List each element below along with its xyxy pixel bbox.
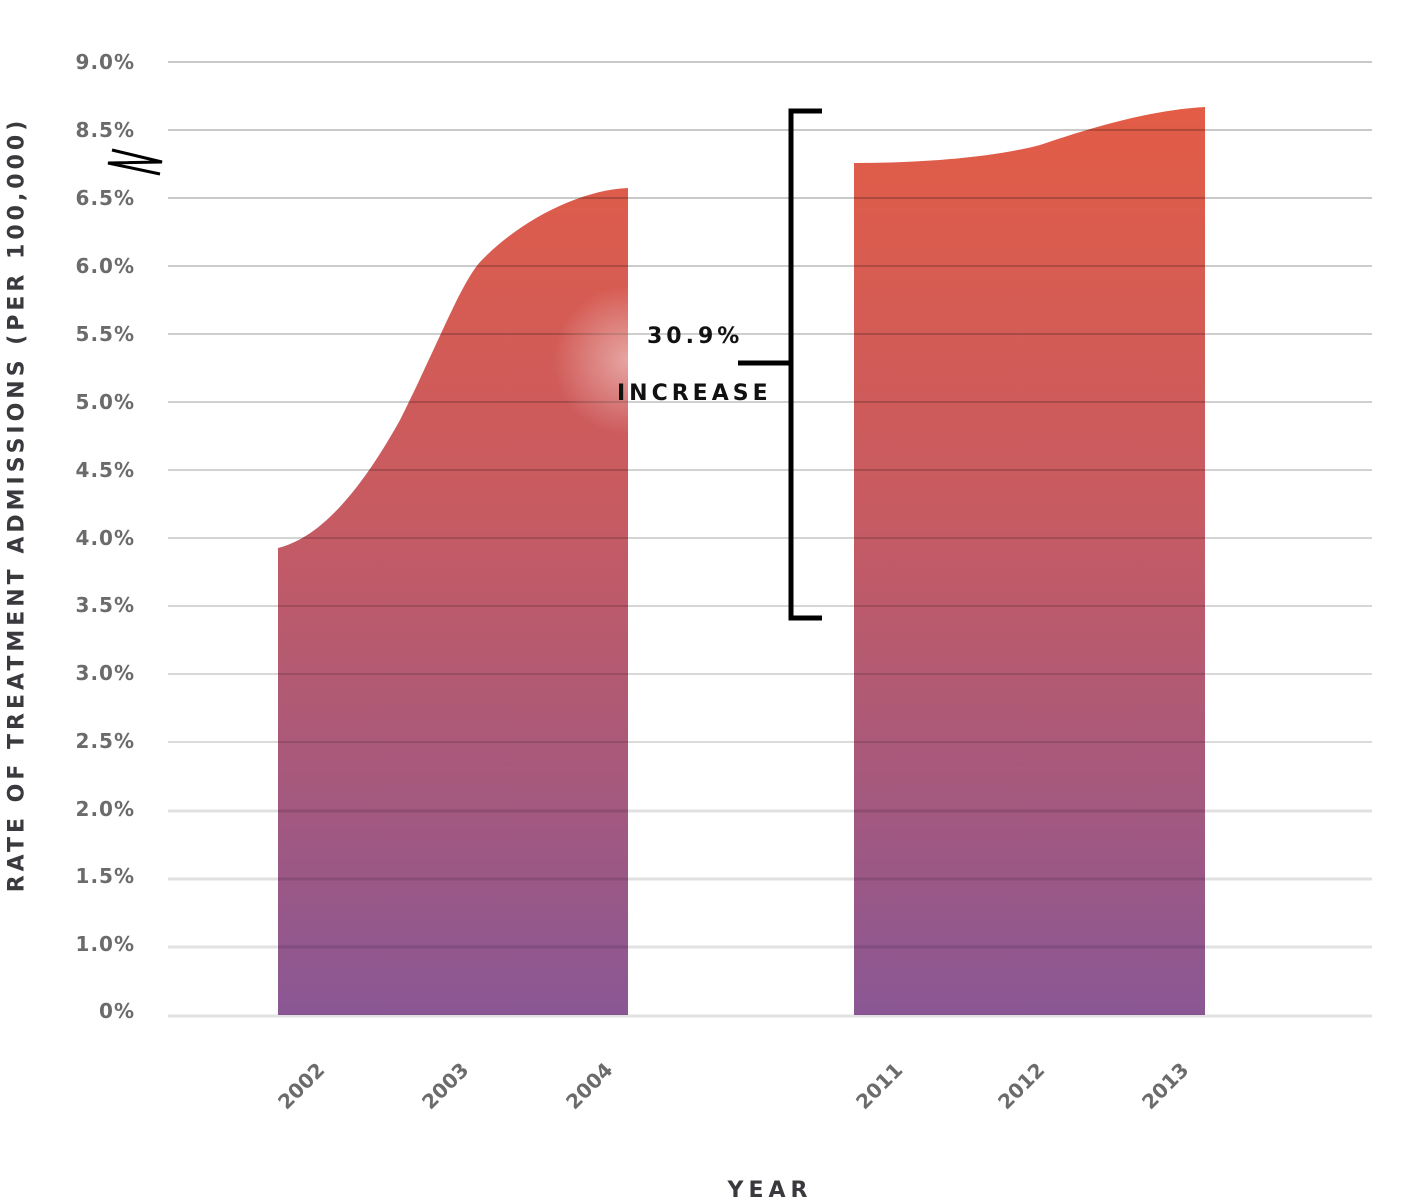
increase-bracket: [738, 108, 822, 621]
y-tick: 6.5%: [75, 186, 135, 210]
y-tick: 4.0%: [75, 526, 135, 550]
y-tick: 3.0%: [75, 661, 135, 685]
increase-label: INCREASE: [617, 381, 772, 406]
y-tick: 6.0%: [75, 254, 135, 278]
y-tick: 5.5%: [75, 322, 135, 346]
y-tick: 2.0%: [75, 797, 135, 821]
y-tick: 4.5%: [75, 458, 135, 482]
y-axis-title: RATE OF TREATMENT ADMISSIONS (PER 100,00…: [4, 116, 30, 893]
y-tick: 0%: [99, 999, 135, 1023]
highlight-glow: [540, 270, 628, 460]
y-tick: 2.5%: [75, 729, 135, 753]
y-tick: 5.0%: [75, 390, 135, 414]
y-tick: 8.5%: [75, 118, 135, 142]
axis-break-icon: [107, 148, 163, 176]
y-tick: 1.0%: [75, 932, 135, 956]
y-tick: 1.5%: [75, 864, 135, 888]
y-tick: 9.0%: [75, 50, 135, 74]
increase-value: 30.9%: [647, 324, 744, 349]
y-tick: 3.5%: [75, 593, 135, 617]
x-axis-title: YEAR: [727, 1178, 813, 1203]
area-2011-2013: [854, 107, 1205, 1015]
